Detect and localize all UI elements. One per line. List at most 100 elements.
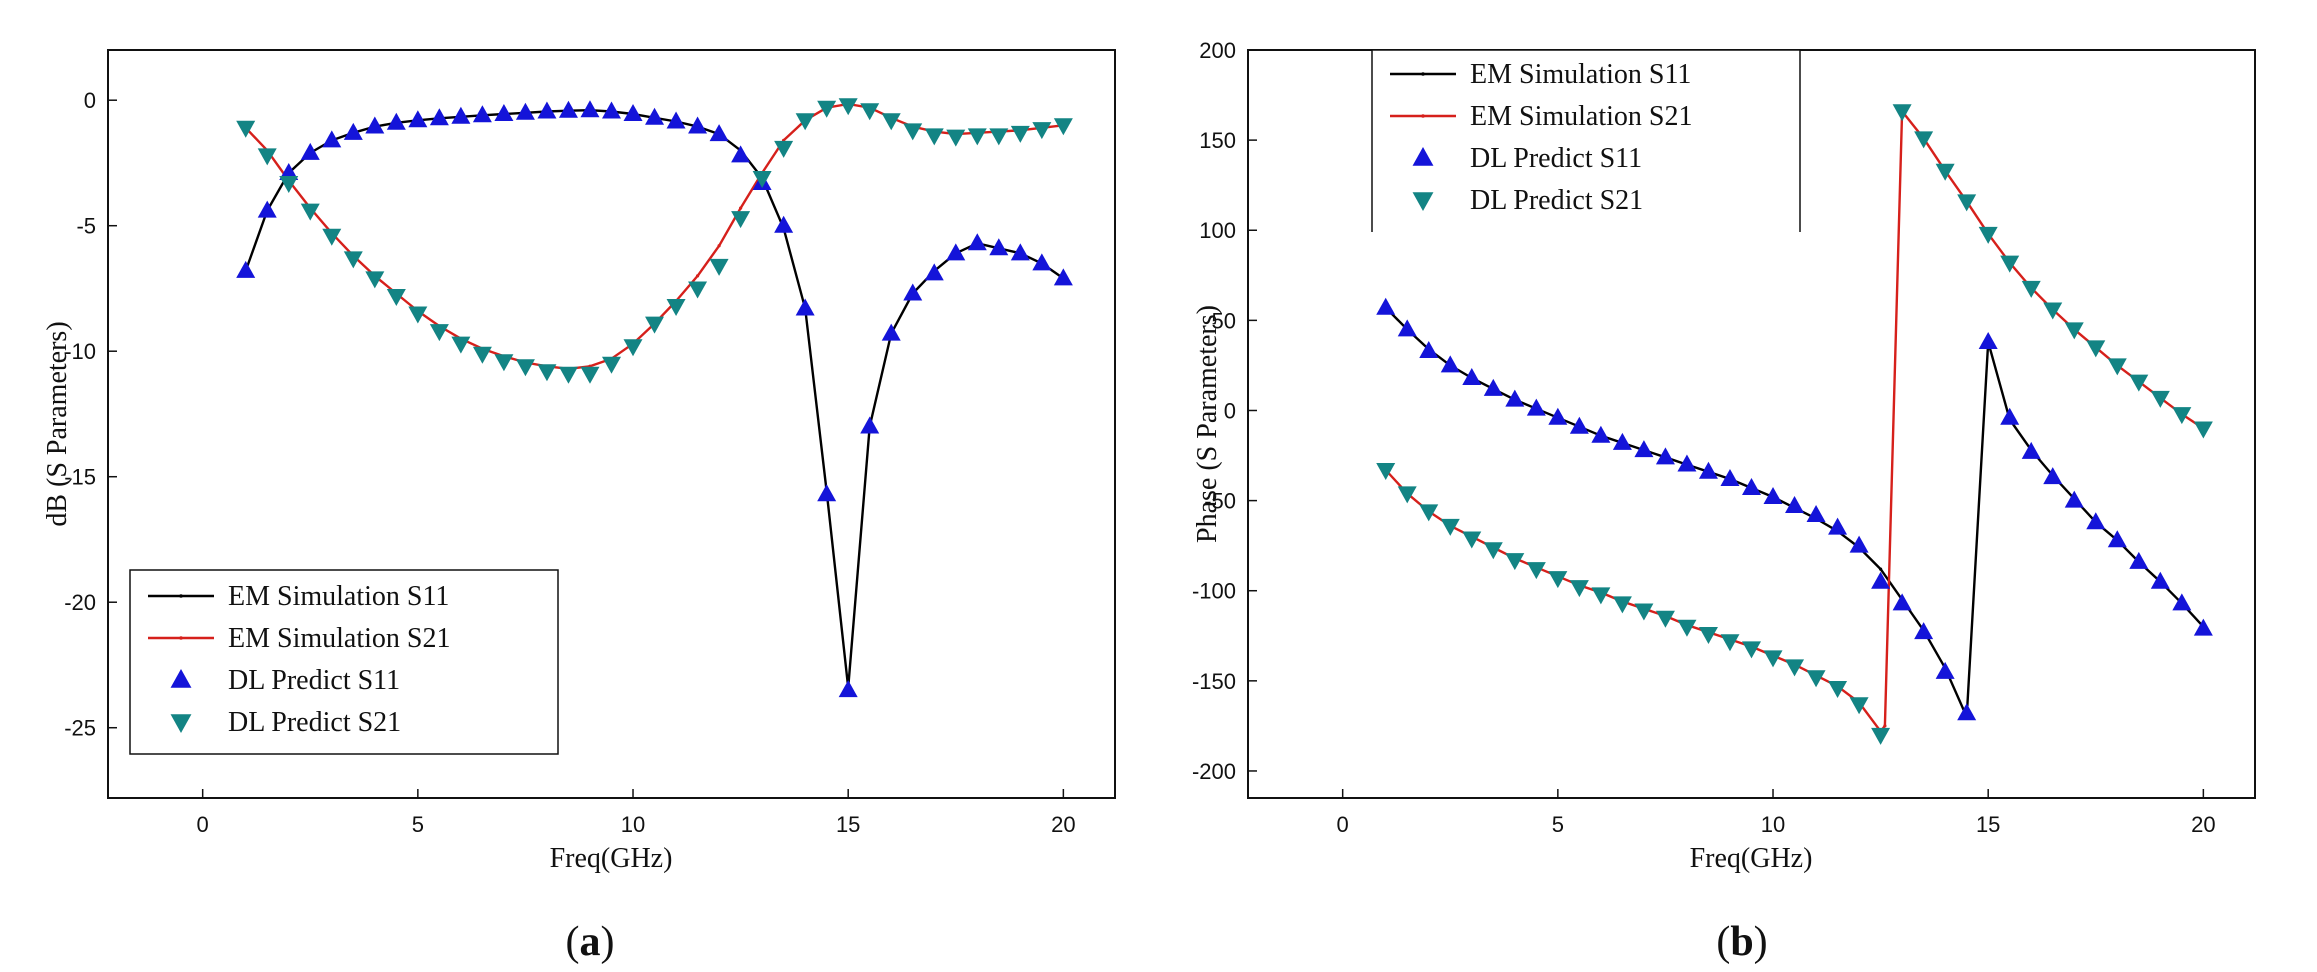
panel-b-legend: EM Simulation S11 EM Simulation S21 DL Pre… [1371, 49, 1801, 232]
panel-b-series-3-marker [1483, 542, 1503, 560]
panel-a-series-2-marker [580, 100, 600, 118]
panel-a-ylabel: dB (S Parameters) [42, 321, 73, 526]
panel-b-series-2-marker [2172, 593, 2192, 611]
panel-a-series-3-marker [838, 98, 858, 116]
panel-a-series-3-marker [279, 176, 299, 194]
panel-b-series-3-marker [2043, 302, 2063, 320]
panel-a-legend-label-3: DL Predict S21 [228, 707, 401, 738]
panel-b-caption-letter: b [1730, 919, 1753, 965]
panel-a-legend: EM Simulation S11 EM Simulation S21 DL Pre… [129, 569, 559, 755]
panel-b-series-2-marker [1914, 622, 1934, 640]
panel-b-series-3-marker [1978, 226, 1998, 244]
panel-a-series-3-marker [623, 339, 643, 357]
panel-b-series-2-marker [1935, 661, 1955, 679]
panel-b-series-2-marker [1526, 398, 1546, 416]
panel-b-series-3-marker [2193, 421, 2213, 439]
panel-a-series-3-marker [343, 251, 363, 269]
panel-a-legend-swatch-3 [170, 714, 192, 733]
panel-a-series-1-point [695, 274, 700, 278]
panel-b-series-1-point [1883, 724, 1887, 728]
panel-a-series-3-marker [688, 281, 708, 299]
panel-a-series-2-marker [623, 104, 643, 122]
panel-a-series-2-marker [537, 101, 557, 119]
panel-b-series-3-marker [1957, 194, 1977, 212]
panel-b-series-3-marker [2172, 407, 2192, 425]
panel-b-series-3-marker [2064, 322, 2084, 340]
panel-a-series-3-marker [967, 128, 987, 146]
panel-b-ytick-label: 50 [1212, 308, 1236, 333]
panel-a-legend-swatch-dot-0 [179, 594, 183, 598]
panel-a-series-3-marker [322, 228, 342, 246]
panel-a-xlabel: Freq(GHz) [550, 843, 673, 874]
panel-a-ytick-label: 0 [84, 88, 96, 113]
panel-b-legend-swatch-dot-1 [1421, 114, 1425, 118]
panel-a-ytick-label: -15 [64, 465, 96, 490]
panel-a-series-2-marker [558, 100, 578, 118]
panel-a-legend-label-2: DL Predict S11 [228, 665, 400, 696]
panel-b-legend-label-3: DL Predict S21 [1470, 185, 1643, 216]
panel-b-series-3-marker [1849, 697, 1869, 715]
panel-b-series-2-marker [2150, 571, 2170, 589]
panel-a-series-2-marker [494, 104, 514, 122]
panel-a-legend-label-1: EM Simulation S21 [228, 623, 450, 654]
panel-b-ylabel: Phase (S Parameters) [1192, 305, 1223, 543]
panel-a-legend-swatch-dot-1 [179, 636, 183, 640]
panel-a-series-3-marker [558, 366, 578, 384]
panel-a-legend-box [129, 569, 559, 755]
panel-a-legend-swatch-2 [170, 669, 192, 688]
panel-b-series-2-marker [1720, 468, 1740, 486]
panel-a-series-3-marker [257, 148, 277, 166]
panel-b-series-3-marker [2150, 390, 2170, 408]
panel-a-ytick-label: -20 [64, 590, 96, 615]
panel-b-series-2-marker [1849, 535, 1869, 553]
panel-b-series-2-marker [1548, 407, 1568, 425]
panel-b-ytick-label: -150 [1192, 669, 1236, 694]
panel-a-series-2-marker [989, 238, 1009, 256]
panel-b-series-2-marker [1677, 454, 1697, 472]
panel-b-legend-swatch-2 [1412, 147, 1434, 166]
panel-b-series-3-marker [1526, 562, 1546, 580]
panel-b-series-3-marker [1763, 650, 1783, 668]
panel-a-series-2-marker [429, 108, 449, 126]
panel-b-series-2-marker [1871, 571, 1891, 589]
panel-a-series-2-marker [1010, 243, 1030, 261]
panel-a-series-2-marker [709, 124, 729, 142]
panel-a-series-2-marker [881, 323, 901, 341]
panel-a-series-2-marker [386, 112, 406, 130]
panel-a-series-3-marker [752, 171, 772, 189]
panel-b-series-3-marker [1720, 634, 1740, 652]
panel-b-series-3-marker [1397, 486, 1417, 504]
panel-a-series-3-marker [429, 324, 449, 342]
panel-b-series-2-marker [1634, 440, 1654, 458]
panel-b-legend-swatch-dot-0 [1421, 72, 1425, 76]
panel-b-series-3-marker [1806, 670, 1826, 688]
panel-a-series-2-marker [946, 243, 966, 261]
panel-b-legend-label-2: DL Predict S11 [1470, 143, 1642, 174]
panel-a-caption: (a) [566, 919, 615, 965]
panel-a-series-3-marker [903, 123, 923, 141]
panel-b-caption: (b) [1716, 919, 1767, 965]
panel-a-series-2-marker [1032, 253, 1052, 271]
panel-b-series-2-marker [1462, 368, 1482, 386]
panel-a-series-3-marker [666, 299, 686, 317]
panel-b-series-2-marker [1806, 505, 1826, 523]
panel-a-series-2-marker [924, 263, 944, 281]
panel-b-series-3-marker [1785, 659, 1805, 677]
panel-a-series-2-marker [300, 142, 320, 160]
panel-b-series-3-marker [2021, 280, 2041, 298]
panel-b-series-2-marker [1569, 416, 1589, 434]
panel-a-series-2-marker [472, 105, 492, 123]
panel-a-xtick-label: 5 [412, 812, 424, 837]
panel-a-series-2-marker [257, 200, 277, 218]
panel-b-series-2-marker [1591, 425, 1611, 443]
panel-a-series-2-marker [795, 298, 815, 316]
panel-b-series-0-point [1879, 567, 1883, 571]
panel-b-xtick-label: 20 [2191, 812, 2215, 837]
panel-a-series-3-marker [408, 306, 428, 324]
panel-a-series-3-marker [924, 128, 944, 146]
panel-a-series-2-marker [408, 110, 428, 128]
panel-a-series-3-marker [645, 316, 665, 334]
panel-b-series-3-marker [2129, 374, 2149, 392]
